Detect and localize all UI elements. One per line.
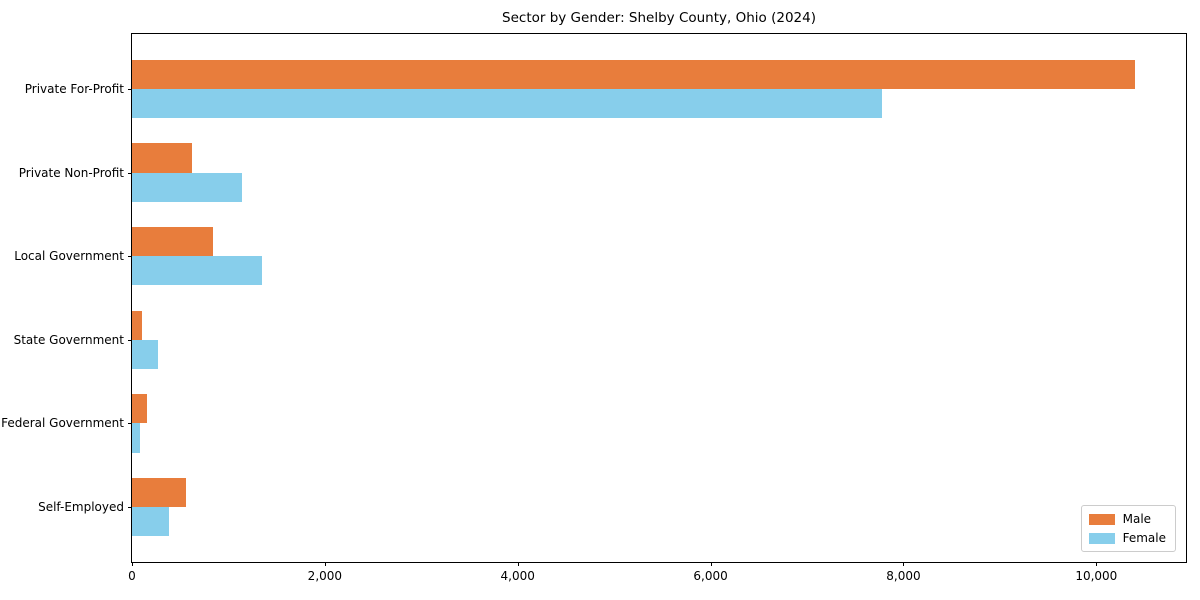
- x-tick-mark: [1096, 562, 1098, 566]
- y-tick-mark: [128, 339, 132, 341]
- bar-male-self-employed: [132, 477, 187, 507]
- legend: Male Female: [1080, 505, 1176, 552]
- legend-item-female: Female: [1088, 531, 1166, 545]
- bar-female-private-for-profit: [132, 89, 883, 119]
- y-category-label-private-for-profit: Private For-Profit: [24, 82, 124, 97]
- legend-swatch-male: [1088, 513, 1115, 525]
- bar-male-private-for-profit: [132, 59, 1135, 90]
- bar-male-local-government: [132, 226, 214, 257]
- bar-female-state-government: [132, 339, 159, 369]
- y-tick-mark: [128, 172, 132, 174]
- bar-female-self-employed: [132, 506, 169, 537]
- y-category-label-local-government: Local Government: [14, 249, 124, 264]
- y-category-label-private-non-profit: Private Non-Profit: [18, 165, 124, 180]
- x-tick-label: 4,000: [500, 569, 535, 583]
- bar-female-private-non-profit: [132, 172, 242, 202]
- x-tick-label: 8,000: [886, 569, 921, 583]
- bar-female-local-government: [132, 256, 263, 286]
- chart-title: Sector by Gender: Shelby County, Ohio (2…: [502, 10, 816, 26]
- bars-layer: [132, 34, 1186, 562]
- bar-female-federal-government: [132, 423, 141, 453]
- x-tick-label: 6,000: [693, 569, 728, 583]
- x-tick-mark: [324, 562, 326, 566]
- y-tick-mark: [128, 256, 132, 258]
- y-category-label-self-employed: Self-Employed: [38, 499, 124, 514]
- bar-male-private-non-profit: [132, 143, 193, 173]
- bar-male-state-government: [132, 310, 143, 340]
- y-category-label-state-government: State Government: [13, 332, 124, 347]
- y-tick-mark: [128, 506, 132, 508]
- x-tick-mark: [132, 562, 133, 566]
- legend-label-male: Male: [1122, 512, 1152, 526]
- x-tick-mark: [903, 562, 905, 566]
- x-tick-mark: [710, 562, 712, 566]
- y-category-label-federal-government: Federal Government: [1, 416, 124, 431]
- x-tick-mark: [517, 562, 519, 566]
- y-tick-mark: [128, 89, 132, 91]
- x-tick-label: 2,000: [307, 569, 343, 583]
- legend-label-female: Female: [1122, 531, 1166, 545]
- bar-male-federal-government: [132, 394, 147, 424]
- legend-swatch-female: [1088, 532, 1115, 544]
- legend-item-male: Male: [1088, 512, 1166, 526]
- x-tick-label: 0: [128, 569, 136, 583]
- y-tick-mark: [128, 423, 132, 425]
- x-tick-label: 10,000: [1075, 569, 1118, 583]
- plot-area: Male Female 0 2,000 4,000 6,000 8,000 10,000 Pr…: [1, 33, 1187, 583]
